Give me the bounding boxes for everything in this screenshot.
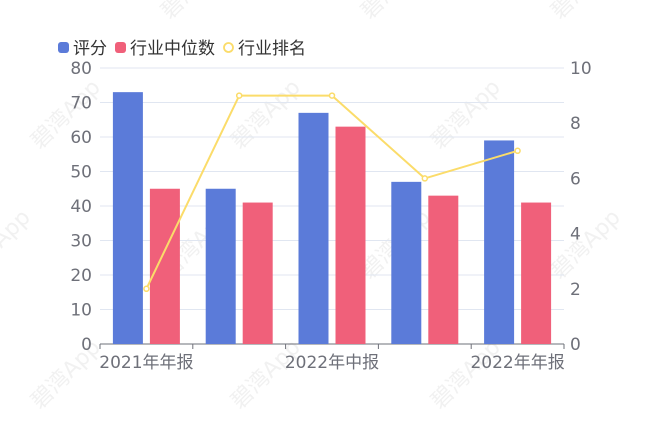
watermark-text: 碧湾App bbox=[547, 0, 626, 24]
bar-score[interactable] bbox=[484, 140, 515, 344]
watermark-text: 碧湾App bbox=[547, 205, 626, 284]
legend-item-label[interactable]: 评分 bbox=[73, 39, 107, 59]
y-right-tick-label: 2 bbox=[570, 280, 581, 300]
axes: 0 10 20 30 40 50 60 70 80 0 2 4 6 8 10 2021年年报 2022年中报 20… bbox=[70, 59, 591, 373]
bar-score[interactable] bbox=[205, 188, 236, 344]
bar-industry-median[interactable] bbox=[149, 188, 180, 344]
bar-industry-median[interactable] bbox=[521, 202, 552, 344]
legend-item-label[interactable]: 行业排名 bbox=[238, 39, 306, 59]
legend-swatch bbox=[58, 42, 69, 53]
y-right-tick-label: 8 bbox=[570, 114, 581, 134]
y-right-tick-label: 10 bbox=[570, 59, 592, 79]
y-left-tick-label: 80 bbox=[70, 59, 92, 79]
legend: 评分 行业中位数 行业排名 bbox=[58, 39, 306, 59]
watermark-text: 碧湾App bbox=[227, 335, 306, 414]
y-left-tick-label: 0 bbox=[81, 335, 92, 355]
watermark-text: 碧湾App bbox=[0, 0, 36, 24]
bar-industry-median[interactable] bbox=[242, 202, 273, 344]
line-point[interactable] bbox=[143, 285, 150, 293]
watermark-text: 碧湾App bbox=[27, 75, 106, 154]
watermark-text: 碧湾App bbox=[357, 0, 436, 24]
y-left-tick-label: 10 bbox=[70, 301, 92, 321]
y-left-tick-label: 20 bbox=[70, 266, 92, 286]
y-right-tick-label: 0 bbox=[570, 335, 581, 355]
line-point[interactable] bbox=[235, 92, 243, 99]
bar-score[interactable] bbox=[391, 181, 422, 344]
legend-item-label[interactable]: 行业中位数 bbox=[130, 39, 215, 59]
y-right-tick-label: 4 bbox=[570, 225, 581, 245]
bar-score[interactable] bbox=[112, 92, 143, 345]
x-tick-label: 2022年年报 bbox=[470, 353, 564, 373]
watermark-text: 碧湾App bbox=[157, 0, 236, 24]
line-point[interactable] bbox=[421, 175, 429, 182]
line-point[interactable] bbox=[328, 92, 336, 99]
watermark-text: 碧湾App bbox=[227, 75, 306, 154]
legend-swatch bbox=[115, 42, 126, 53]
watermark-text: 碧湾App bbox=[427, 335, 506, 414]
x-tick-label: 2022年中报 bbox=[285, 353, 379, 373]
bar-industry-median[interactable] bbox=[428, 195, 459, 344]
y-left-tick-label: 50 bbox=[70, 163, 92, 183]
watermark-text: 碧湾App bbox=[27, 335, 106, 414]
x-tick-label: 2021年年报 bbox=[99, 353, 193, 373]
legend-swatch bbox=[223, 42, 234, 53]
y-left-tick-label: 30 bbox=[70, 232, 92, 252]
bar-series bbox=[112, 92, 552, 345]
y-left-tick-label: 60 bbox=[70, 128, 92, 148]
watermark-text: 碧湾App bbox=[0, 205, 36, 284]
line-series bbox=[143, 92, 521, 293]
bar-industry-median[interactable] bbox=[335, 126, 366, 345]
line-point[interactable] bbox=[514, 147, 521, 155]
y-left-tick-label: 70 bbox=[70, 94, 92, 114]
bar-score[interactable] bbox=[298, 112, 329, 344]
y-left-tick-label: 40 bbox=[70, 197, 92, 217]
y-right-tick-label: 6 bbox=[570, 169, 581, 189]
